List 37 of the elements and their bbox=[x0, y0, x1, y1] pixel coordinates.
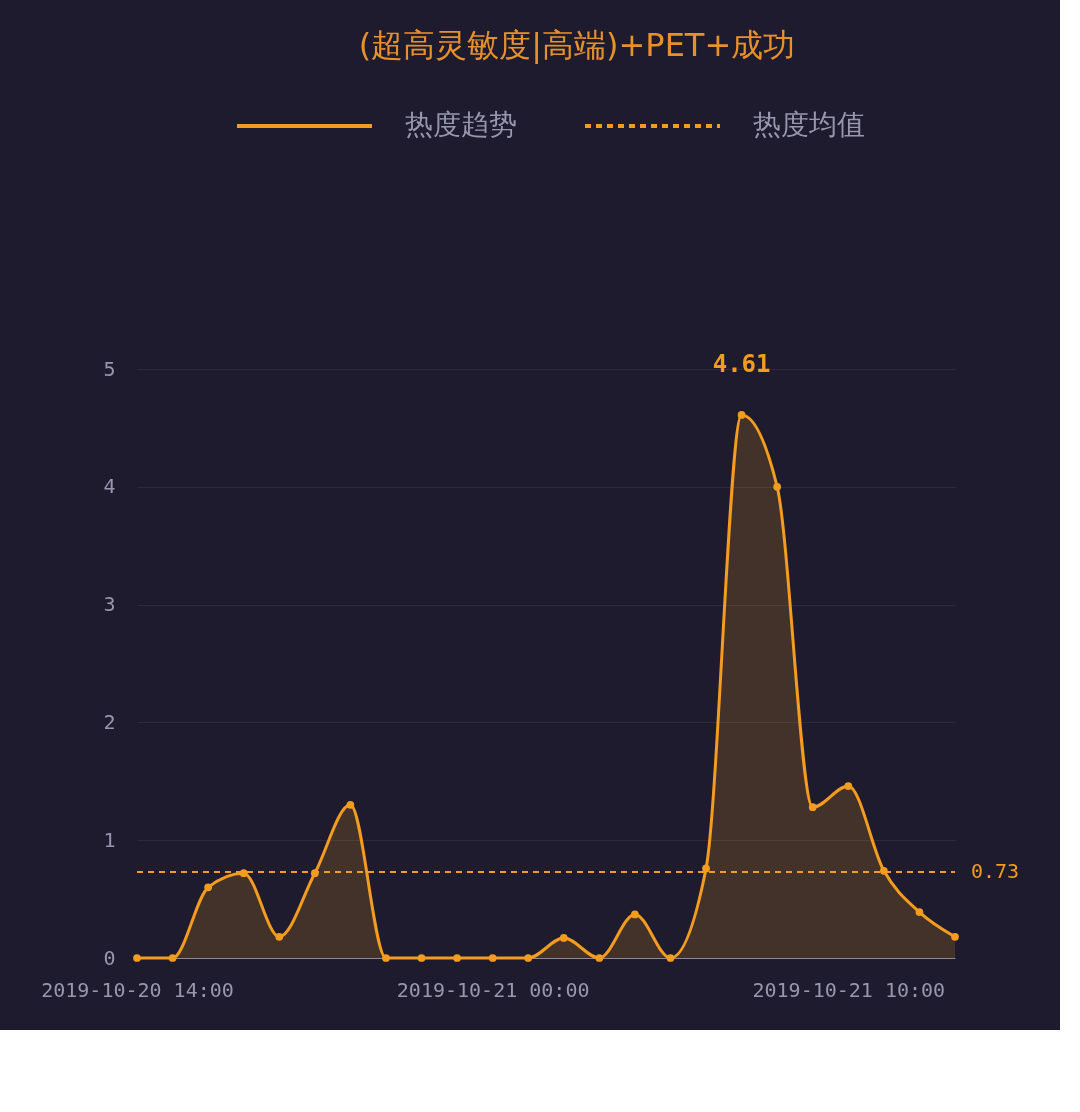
point bbox=[631, 910, 639, 919]
point bbox=[524, 954, 533, 962]
y-tick-label: 4 bbox=[103, 474, 116, 499]
point bbox=[880, 866, 888, 875]
point bbox=[595, 954, 604, 962]
point bbox=[346, 800, 355, 809]
chart-title: (超高灵敏度|高端)+PET+成功 bbox=[358, 26, 796, 64]
y-tick-label: 0 bbox=[103, 945, 116, 970]
x-tick-label: 2019-10-20 14:00 bbox=[41, 977, 234, 1002]
point bbox=[702, 864, 710, 873]
legend-label: 热度均值 bbox=[753, 108, 865, 141]
y-tick-label: 3 bbox=[103, 592, 116, 617]
point bbox=[275, 932, 284, 941]
x-tick-label: 2019-10-21 00:00 bbox=[396, 977, 590, 1002]
point bbox=[773, 482, 782, 491]
point bbox=[239, 869, 248, 878]
point bbox=[737, 411, 746, 419]
y-tick-label: 1 bbox=[103, 827, 116, 852]
y-tick-label: 5 bbox=[103, 356, 116, 381]
point bbox=[915, 908, 924, 916]
point bbox=[559, 934, 568, 942]
point bbox=[204, 883, 212, 892]
point bbox=[133, 954, 141, 962]
point bbox=[808, 803, 817, 812]
legend-label: 热度趋势 bbox=[405, 108, 517, 141]
annotation: 4.61 bbox=[712, 349, 771, 378]
y-tick-label: 2 bbox=[103, 709, 116, 734]
point bbox=[382, 954, 390, 962]
point bbox=[168, 954, 177, 962]
text: 0.73 bbox=[971, 859, 1020, 884]
point bbox=[417, 954, 426, 962]
x-tick-label: 2019-10-21 10:00 bbox=[752, 977, 946, 1002]
point bbox=[951, 932, 959, 941]
point bbox=[844, 782, 853, 790]
point bbox=[488, 954, 497, 962]
point bbox=[453, 954, 461, 962]
point bbox=[666, 954, 675, 962]
